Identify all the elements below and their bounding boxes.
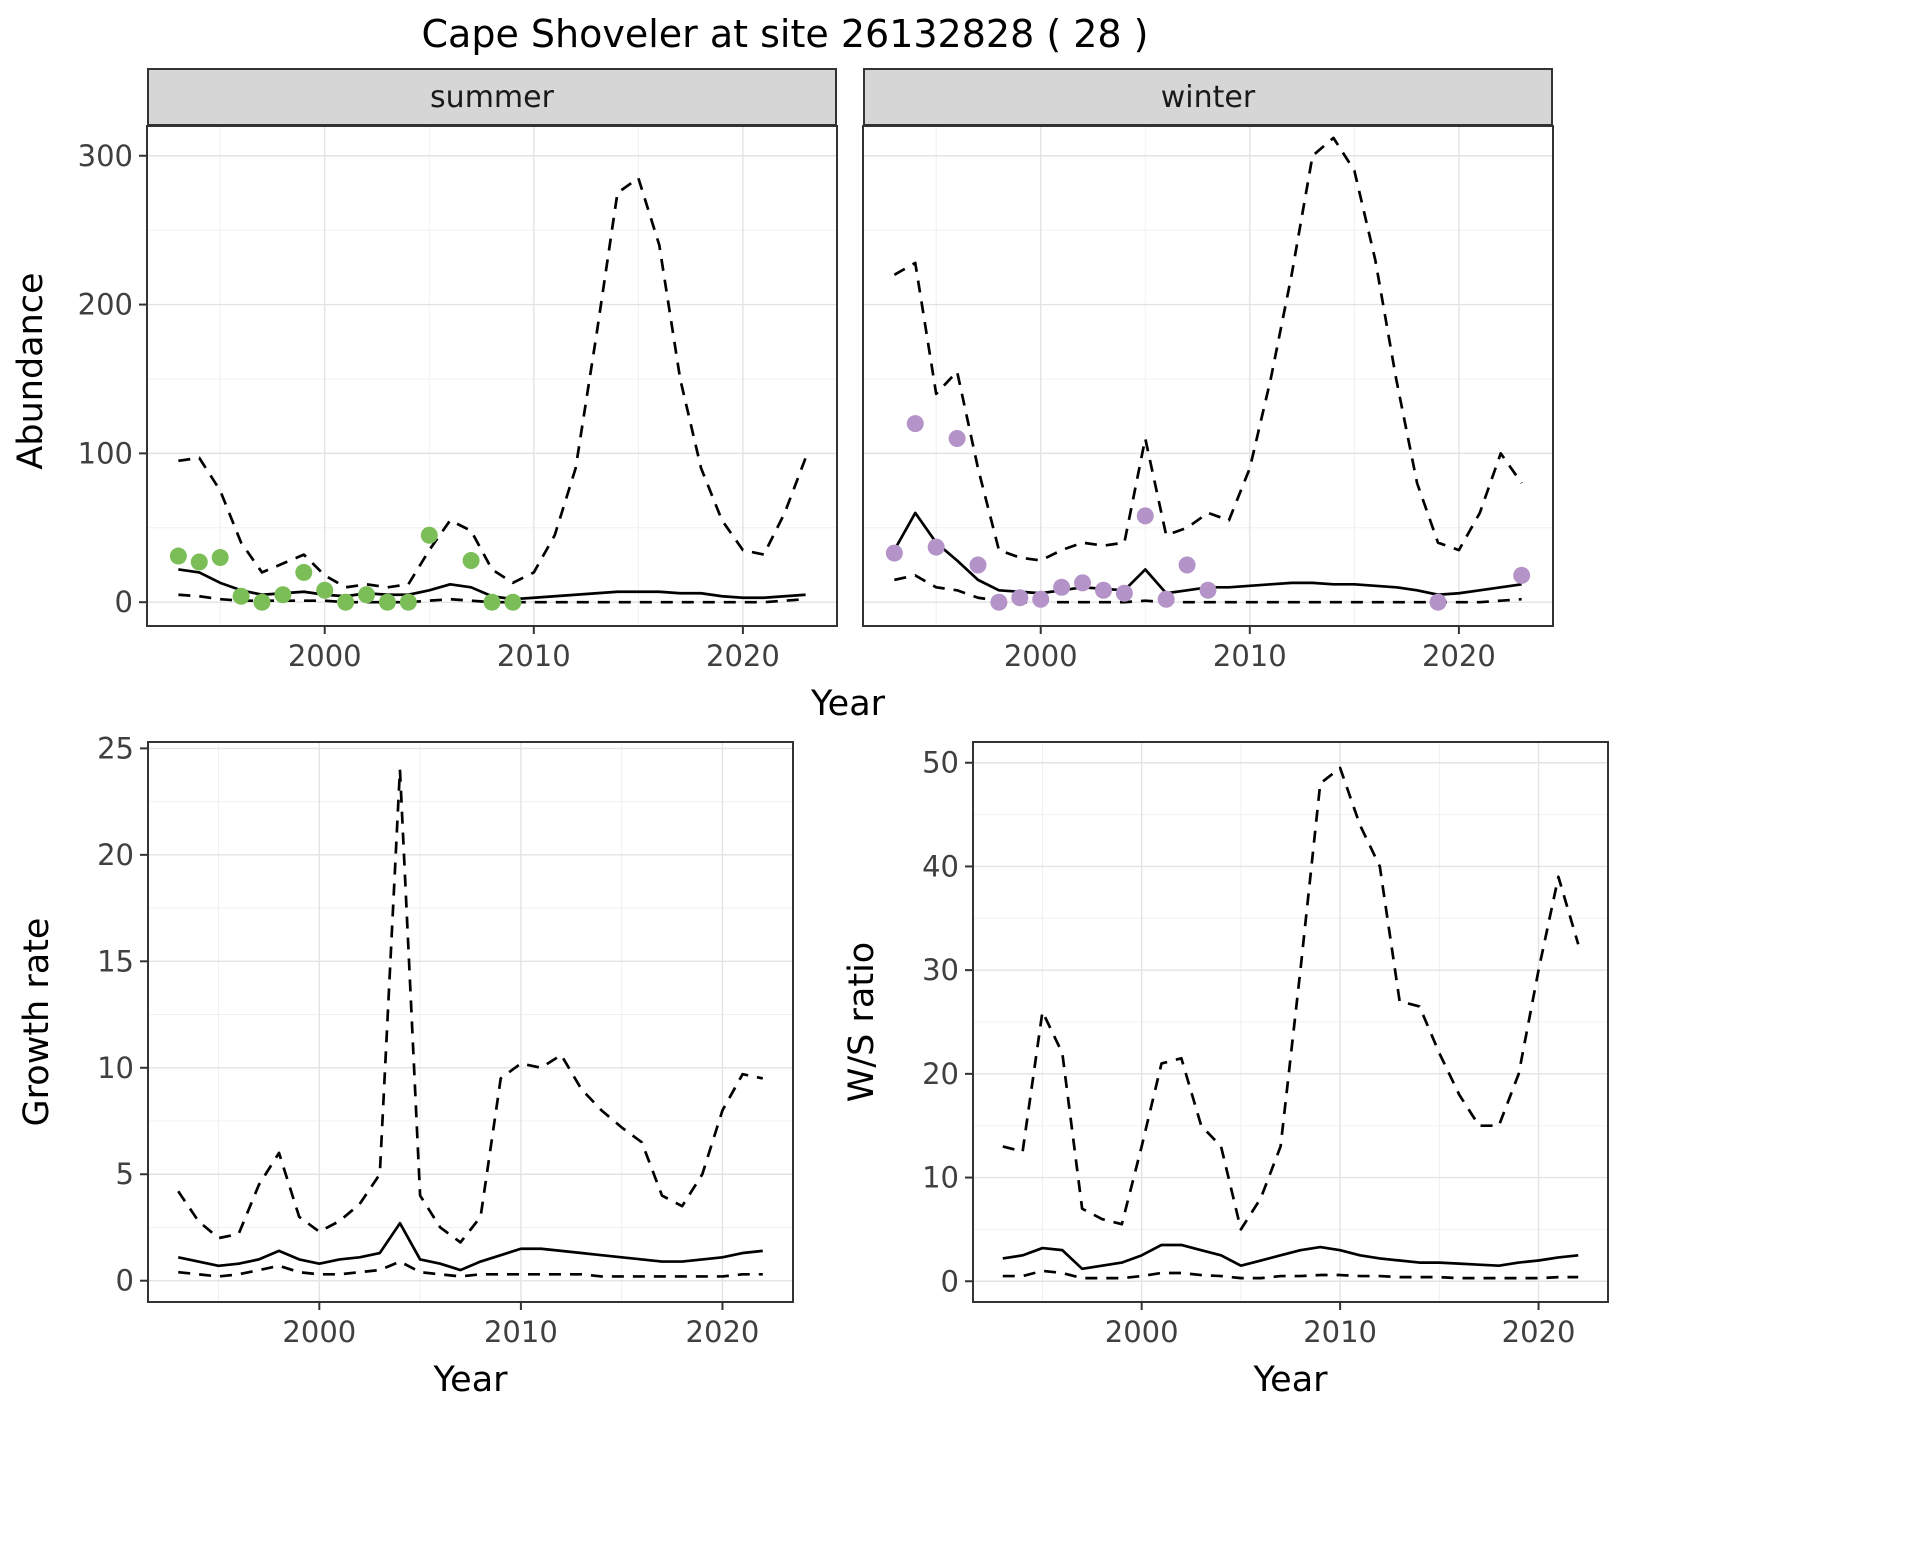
growth-rate-plot: 2000 2010 2020 0 5 10 15 20 25 [97, 731, 794, 1349]
figure: Cape Shoveler at site 26132828 ( 28 ) Ab… [0, 12, 1609, 1406]
svg-text:20: 20 [922, 1057, 959, 1091]
svg-text:20: 20 [97, 838, 134, 872]
svg-text:2010: 2010 [497, 639, 571, 673]
abundance-axis-title: Abundance [0, 68, 62, 674]
svg-text:2010: 2010 [1303, 1315, 1377, 1349]
svg-text:0: 0 [115, 585, 133, 619]
bottom-row: Growth rate 2000 2010 2020 0 5 10 15 20 25 Year … [6, 731, 1609, 1406]
svg-text:2010: 2010 [1213, 639, 1287, 673]
svg-text:0: 0 [116, 1264, 134, 1298]
svg-text:2000: 2000 [1004, 639, 1078, 673]
facet-strip-summer: summer [147, 68, 837, 126]
svg-text:2000: 2000 [288, 639, 362, 673]
growth-rate-x-axis-title: Year [433, 1360, 508, 1400]
growth-rate-subplot: Growth rate 2000 2010 2020 0 5 10 15 20 25 Year [6, 731, 797, 1406]
svg-text:100: 100 [78, 436, 133, 470]
svg-text:15: 15 [97, 944, 134, 978]
svg-text:300: 300 [78, 139, 133, 173]
svg-text:5: 5 [116, 1157, 134, 1191]
svg-text:25: 25 [97, 731, 134, 765]
growth-rate-axis-title: Growth rate [6, 742, 68, 1350]
ws-ratio-x-axis-title: Year [1253, 1360, 1328, 1400]
svg-text:2020: 2020 [686, 1315, 760, 1349]
ws-ratio-axis-title: W/S ratio [831, 742, 893, 1350]
svg-text:50: 50 [922, 746, 959, 780]
facet-strip-summer-label: summer [430, 79, 554, 115]
svg-text:0: 0 [941, 1264, 959, 1298]
svg-text:2010: 2010 [484, 1315, 558, 1349]
svg-text:2000: 2000 [1105, 1315, 1179, 1349]
facet-strip-winter: winter [863, 68, 1553, 126]
svg-text:200: 200 [78, 288, 133, 322]
summer-abundance-plot: 2000 2010 2020 0 100 200 300 [78, 125, 838, 673]
svg-text:2020: 2020 [1502, 1315, 1576, 1349]
svg-text:2020: 2020 [706, 639, 780, 673]
figure-title: Cape Shoveler at site 26132828 ( 28 ) [421, 12, 1149, 56]
svg-text:10: 10 [97, 1051, 134, 1085]
ws-ratio-plot: 2000 2010 2020 0 10 20 30 40 50 [922, 741, 1609, 1349]
facet-summer: summer 2000 2010 2020 0 100 200 300 [62, 68, 841, 674]
top-x-axis-title: Year [810, 684, 886, 724]
svg-text:2000: 2000 [282, 1315, 356, 1349]
ws-ratio-subplot: W/S ratio 2000 2010 2020 0 10 20 30 40 50 Year [831, 741, 1612, 1406]
svg-text:10: 10 [922, 1161, 959, 1195]
growth-rate-axis-title-text: Growth rate [17, 917, 57, 1127]
svg-text:2020: 2020 [1422, 639, 1496, 673]
facet-winter: winter 2000 2010 2020 [841, 68, 1557, 674]
winter-abundance-plot: 2000 2010 2020 [862, 125, 1554, 673]
abundance-axis-title-text: Abundance [11, 272, 51, 470]
svg-text:30: 30 [922, 953, 959, 987]
ws-ratio-axis-title-text: W/S ratio [842, 941, 882, 1102]
abundance-facet-row: Abundance summer 2000 2010 2020 0 100 200 300 … [0, 68, 1570, 674]
svg-text:40: 40 [922, 849, 959, 883]
facet-strip-winter-label: winter [1160, 79, 1256, 115]
